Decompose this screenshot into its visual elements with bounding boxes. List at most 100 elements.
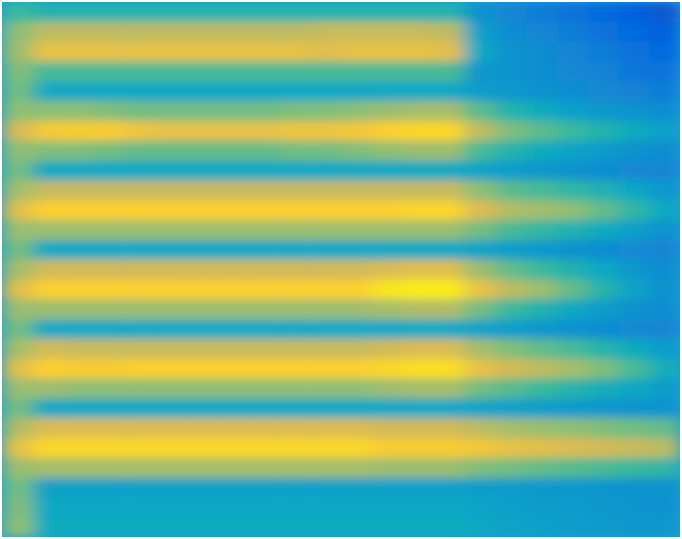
heatmap-cell — [526, 458, 557, 478]
heatmap-cell — [526, 378, 557, 398]
heatmap-cell — [649, 319, 680, 339]
heatmap-cell — [557, 200, 588, 220]
heatmap-cell — [526, 517, 557, 537]
heatmap-cell — [64, 398, 95, 418]
heatmap-cell — [341, 319, 372, 339]
heatmap-cell — [433, 359, 464, 379]
heatmap-cell — [526, 61, 557, 81]
heatmap-cell — [125, 517, 156, 537]
heatmap-cell — [249, 22, 280, 42]
heatmap-cell — [156, 121, 187, 141]
heatmap-cell — [649, 279, 680, 299]
heatmap-cell — [94, 339, 125, 359]
heatmap-cell — [464, 240, 495, 260]
heatmap-cell — [94, 438, 125, 458]
heatmap-cell — [64, 497, 95, 517]
heatmap-cell — [279, 438, 310, 458]
heatmap-cell — [310, 240, 341, 260]
heatmap-cell — [526, 438, 557, 458]
heatmap-cell — [618, 497, 649, 517]
heatmap-cell — [588, 497, 619, 517]
heatmap-cell — [495, 398, 526, 418]
heatmap-layer — [2, 2, 680, 537]
heatmap-cell — [341, 220, 372, 240]
heatmap-cell — [125, 438, 156, 458]
heatmap-cell — [464, 220, 495, 240]
heatmap-cell — [557, 378, 588, 398]
heatmap-cell — [279, 359, 310, 379]
heatmap-cell — [649, 101, 680, 121]
heatmap-cell — [156, 478, 187, 498]
heatmap-cell — [372, 200, 403, 220]
heatmap-cell — [495, 121, 526, 141]
heatmap-cell — [372, 2, 403, 22]
heatmap-cell — [249, 378, 280, 398]
heatmap-cell — [618, 2, 649, 22]
heatmap-cell — [495, 478, 526, 498]
heatmap-cell — [94, 260, 125, 280]
heatmap-cell — [249, 359, 280, 379]
heatmap-cell — [125, 478, 156, 498]
heatmap-cell — [310, 141, 341, 161]
heatmap-cell — [526, 200, 557, 220]
heatmap-cell — [464, 121, 495, 141]
heatmap-cell — [464, 260, 495, 280]
heatmap-cell — [495, 141, 526, 161]
heatmap-cell — [218, 161, 249, 181]
heatmap-cell — [372, 497, 403, 517]
heatmap-cell — [588, 438, 619, 458]
heatmap-cell — [125, 141, 156, 161]
heatmap-cell — [526, 240, 557, 260]
heatmap-cell — [526, 121, 557, 141]
heatmap-cell — [649, 61, 680, 81]
heatmap-cell — [310, 299, 341, 319]
heatmap-cell — [310, 101, 341, 121]
heatmap-cell — [464, 161, 495, 181]
heatmap-cell — [649, 141, 680, 161]
heatmap-cell — [618, 42, 649, 62]
heatmap-cell — [218, 260, 249, 280]
heatmap-cell — [187, 418, 218, 438]
heatmap-cell — [588, 42, 619, 62]
heatmap-cell — [464, 517, 495, 537]
heatmap-cell — [187, 260, 218, 280]
heatmap-cell — [279, 299, 310, 319]
heatmap-cell — [33, 359, 64, 379]
heatmap-cell — [94, 497, 125, 517]
heatmap-cell — [372, 438, 403, 458]
heatmap-cell — [279, 378, 310, 398]
heatmap-cell — [33, 458, 64, 478]
heatmap-cell — [588, 260, 619, 280]
heatmap-cell — [403, 220, 434, 240]
heatmap-cell — [249, 478, 280, 498]
heatmap-cell — [64, 438, 95, 458]
heatmap-cell — [187, 61, 218, 81]
heatmap-cell — [249, 2, 280, 22]
heatmap-cell — [372, 61, 403, 81]
heatmap-cell — [279, 121, 310, 141]
heatmap-cell — [64, 141, 95, 161]
heatmap-cell — [33, 418, 64, 438]
heatmap-cell — [372, 42, 403, 62]
heatmap-cell — [64, 220, 95, 240]
heatmap-cell — [218, 180, 249, 200]
heatmap-cell — [279, 81, 310, 101]
heatmap-cell — [156, 101, 187, 121]
heatmap-cell — [526, 2, 557, 22]
heatmap-cell — [403, 319, 434, 339]
heatmap-cell — [218, 339, 249, 359]
heatmap-cell — [218, 458, 249, 478]
heatmap-cell — [403, 141, 434, 161]
heatmap-cell — [125, 42, 156, 62]
heatmap-cell — [526, 180, 557, 200]
heatmap-cell — [618, 359, 649, 379]
heatmap-cell — [618, 339, 649, 359]
heatmap-cell — [94, 299, 125, 319]
heatmap-cell — [433, 299, 464, 319]
heatmap-cell — [433, 22, 464, 42]
heatmap-cell — [588, 299, 619, 319]
heatmap-cell — [125, 220, 156, 240]
heatmap-cell — [33, 101, 64, 121]
heatmap-cell — [588, 101, 619, 121]
heatmap-cell — [218, 220, 249, 240]
